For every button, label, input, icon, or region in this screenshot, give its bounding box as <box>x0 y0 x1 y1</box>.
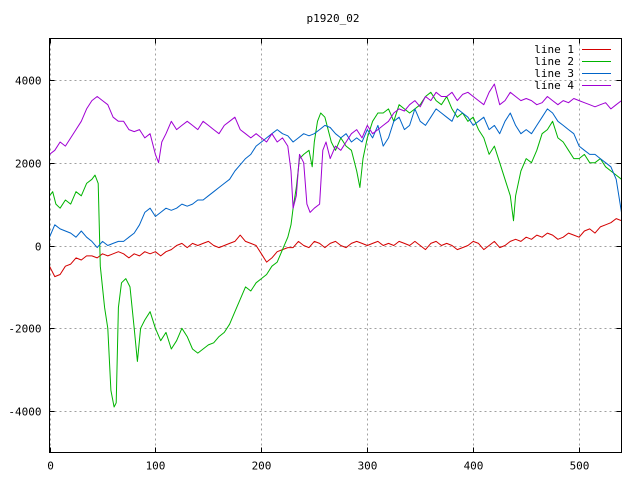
y-tick-label: -2000 <box>8 323 41 336</box>
y-tick-label: 2000 <box>15 158 42 171</box>
grid <box>49 38 622 453</box>
y-axis: -4000 -2000 0 2000 4000 <box>8 75 622 419</box>
x-tick-label: 200 <box>252 460 272 473</box>
x-tick-label: 100 <box>146 460 166 473</box>
series-line-4 <box>49 83 622 213</box>
series-line-2 <box>49 91 622 408</box>
series-group <box>49 83 622 408</box>
x-tick-label: 400 <box>464 460 484 473</box>
y-tick-label: 0 <box>35 241 42 254</box>
y-tick-label: -4000 <box>8 406 41 419</box>
series-line-1 <box>49 218 622 278</box>
series-line-3 <box>49 108 622 249</box>
x-axis: 0 100 200 300 400 500 <box>47 38 590 473</box>
x-tick-label: 0 <box>47 460 54 473</box>
plot-frame <box>49 38 622 453</box>
legend-label-3: line 3 <box>534 67 574 80</box>
legend-label-2: line 2 <box>534 55 574 68</box>
x-tick-label: 500 <box>570 460 590 473</box>
x-tick-label: 300 <box>358 460 378 473</box>
legend-label-1: line 1 <box>534 43 574 56</box>
chart-title: p1920_02 <box>307 12 360 25</box>
legend-label-4: line 4 <box>534 79 574 92</box>
y-tick-label: 4000 <box>15 75 42 88</box>
